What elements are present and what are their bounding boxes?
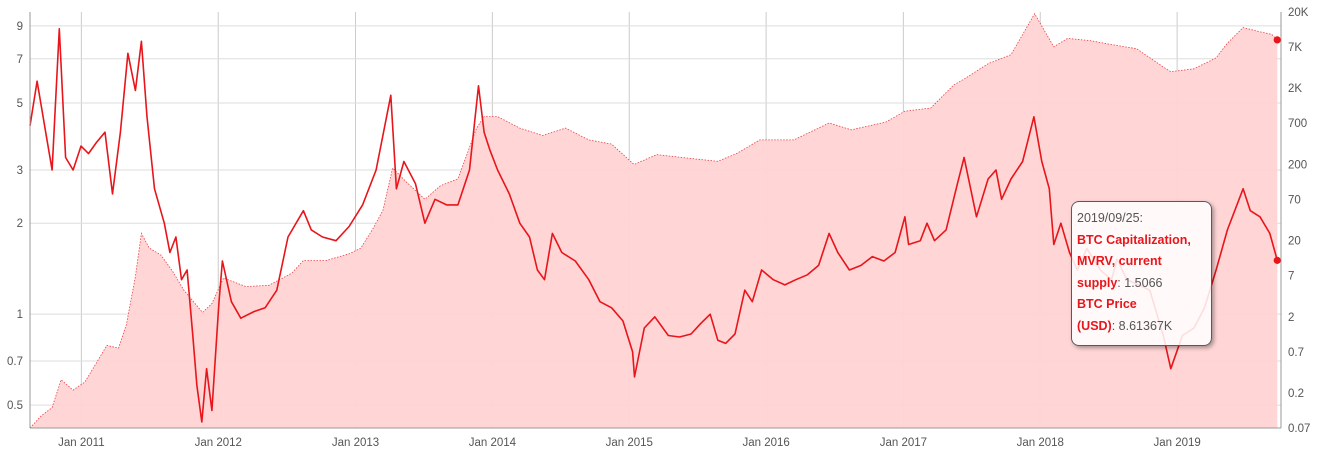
x-tick-label: Jan 2019 xyxy=(1153,437,1200,449)
tooltip-mvrv-value: : 1.5066 xyxy=(1117,275,1163,290)
y-left-tick-label: 5 xyxy=(17,98,23,110)
hover-tooltip: 2019/09/25: BTC Capitalization, MVRV, cu… xyxy=(1071,201,1212,346)
y-left-tick-label: 3 xyxy=(17,165,23,177)
y-right-tick-label: 200 xyxy=(1288,159,1307,171)
y-right-tick-label: 2 xyxy=(1288,312,1294,324)
y-right-tick-label: 0.07 xyxy=(1288,423,1310,435)
y-right-tick-label: 7K xyxy=(1288,42,1302,54)
y-right-tick-label: 2K xyxy=(1288,83,1302,95)
tooltip-mvrv-label-3: supply xyxy=(1077,275,1118,290)
x-tick-label: Jan 2017 xyxy=(880,437,927,449)
tooltip-date: 2019/09/25: xyxy=(1077,211,1144,225)
y-right-tick-label: 0.7 xyxy=(1288,347,1304,359)
y-left-tick-label: 1 xyxy=(17,309,23,321)
x-tick-label: Jan 2011 xyxy=(58,437,104,449)
axes xyxy=(29,12,1282,429)
end-markers xyxy=(1273,36,1281,264)
x-tick-label: Jan 2013 xyxy=(332,437,379,449)
btc-price-area-fill xyxy=(30,13,1278,428)
x-tick-label: Jan 2016 xyxy=(742,437,789,449)
tooltip-price-label-1: BTC Price xyxy=(1077,297,1137,311)
mvrv-line xyxy=(29,28,1279,423)
y-right-tick-label: 20 xyxy=(1288,236,1301,248)
tick-labels: Jan 2011 Jan 2012 Jan 2013 Jan 2014 Jan 2015… xyxy=(7,7,1310,449)
tooltip-mvrv-label-2: MVRV, current xyxy=(1077,254,1162,268)
x-tick-label: Jan 2018 xyxy=(1017,437,1064,449)
tooltip-mvrv-label-1: BTC Capitalization, xyxy=(1077,232,1191,247)
y-left-tick-label: 2 xyxy=(17,218,23,230)
y-right-tick-label: 20K xyxy=(1288,7,1309,19)
x-tick-label: Jan 2014 xyxy=(469,437,517,449)
tooltip-price-value: : 8.61367K xyxy=(1111,318,1173,333)
x-tick-label: Jan 2012 xyxy=(195,437,242,449)
y-right-tick-label: 700 xyxy=(1288,118,1307,130)
y-right-tick-label: 0.2 xyxy=(1288,388,1304,400)
y-right-tick-label: 7 xyxy=(1288,271,1294,283)
mvrv-end-marker xyxy=(1273,256,1281,264)
y-left-tick-label: 7 xyxy=(17,54,23,66)
y-left-tick-label: 0.5 xyxy=(7,400,23,412)
x-tick-label: Jan 2015 xyxy=(606,437,653,449)
price-end-marker xyxy=(1273,36,1281,44)
tooltip-price-label-2: (USD) xyxy=(1077,318,1112,333)
y-left-tick-label: 0.7 xyxy=(7,356,23,368)
btc-price-area xyxy=(29,12,1278,429)
y-right-tick-label: 70 xyxy=(1288,194,1301,206)
mvrv-line-path xyxy=(29,28,1279,423)
y-left-tick-label: 9 xyxy=(17,21,23,33)
